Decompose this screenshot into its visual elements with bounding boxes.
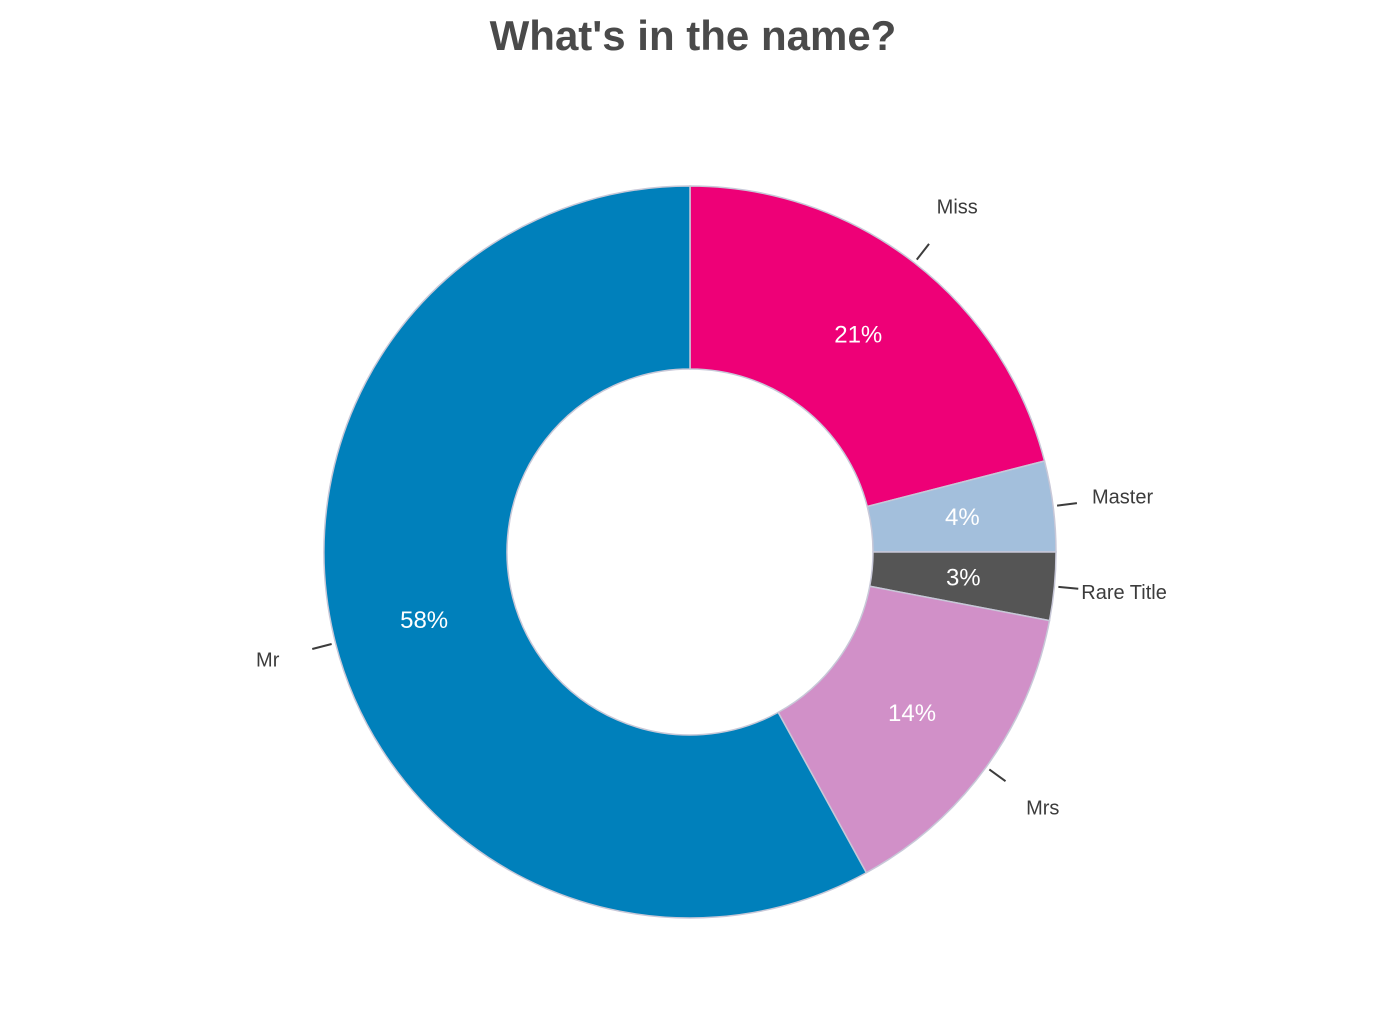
slice-miss [689, 185, 1046, 508]
pct-label-mr: 58% [400, 607, 448, 634]
slice-mrs [777, 585, 1051, 874]
leader-line-miss [915, 243, 930, 261]
slices-group [323, 185, 1057, 919]
pct-label-miss: 21% [834, 322, 882, 349]
chart-title: What's in the name? [489, 12, 897, 59]
category-label-miss: Miss [937, 196, 978, 218]
leader-line-mrs [988, 768, 1007, 783]
leader-line-mr [312, 643, 332, 650]
category-label-rare-title: Rare Title [1081, 582, 1167, 604]
pct-label-rare-title: 3% [946, 564, 981, 591]
pct-label-master: 4% [945, 504, 980, 531]
category-label-mr: Mr [256, 649, 280, 671]
pct-label-mrs: 14% [888, 700, 936, 727]
category-label-master: Master [1092, 486, 1153, 508]
category-label-mrs: Mrs [1026, 797, 1059, 819]
leader-line-master [1056, 502, 1078, 507]
leader-line-rare-title [1058, 585, 1079, 590]
slice-mr [323, 185, 868, 919]
labels-group: 21% Miss 4% Master 3% Rare Title 14% Mrs 58% Mr [256, 196, 1167, 819]
